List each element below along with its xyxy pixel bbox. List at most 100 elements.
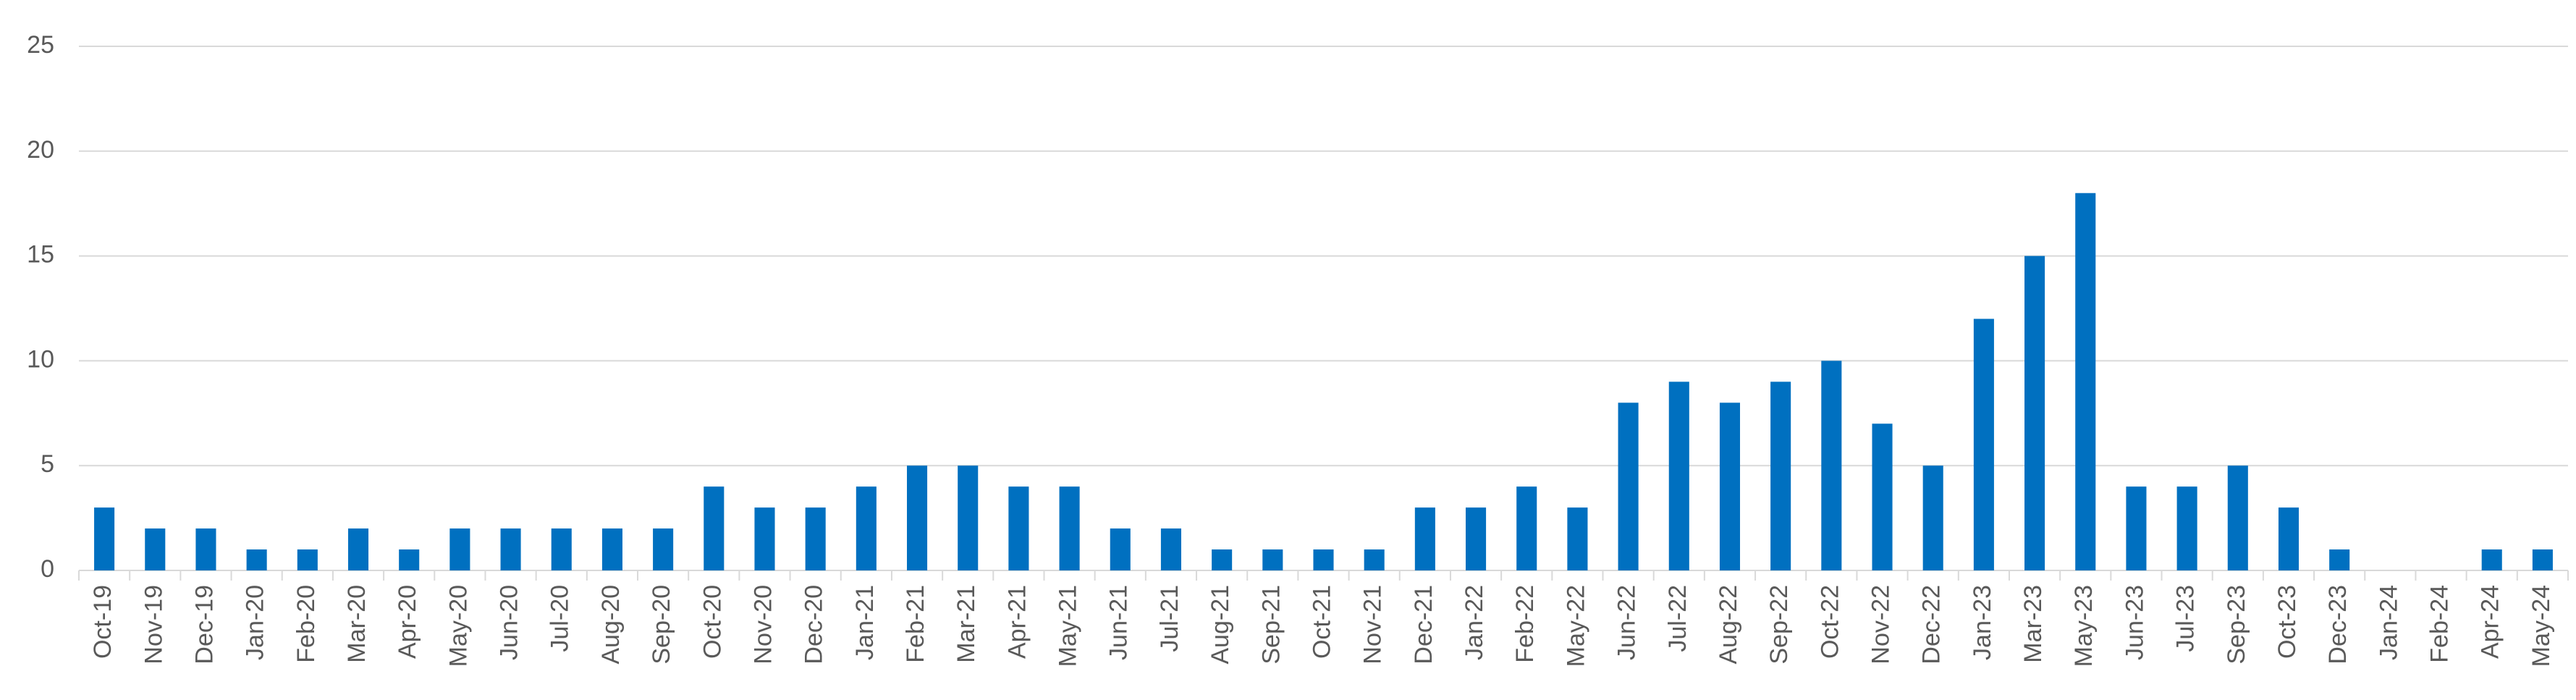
y-tick-label: 15 [27,241,54,269]
bar [2278,507,2300,570]
bar [958,465,979,570]
x-tick-label: Jul-22 [1664,585,1692,652]
bar [2176,486,2197,570]
y-tick-label: 5 [41,450,54,478]
bar [1414,507,1435,570]
bar [2227,465,2248,570]
bar [1262,549,1283,570]
x-tick-label: Oct-20 [698,585,726,659]
x-tick-label: Aug-21 [1207,585,1234,665]
bar [805,507,826,570]
bar [1466,507,1487,570]
x-tick-label: May-21 [1055,585,1082,667]
x-tick-label: Nov-21 [1359,585,1387,665]
bar [1008,486,1029,570]
bar [551,528,572,570]
x-tick-label: Sep-20 [648,585,675,665]
x-tick-label: Jan-20 [242,585,269,660]
x-tick-label: Jan-24 [2375,585,2402,660]
x-tick-label: Jul-21 [1156,585,1183,652]
bar [94,507,115,570]
bar [500,528,521,570]
x-tick-label: Jun-23 [2121,585,2148,660]
bar [2126,486,2147,570]
x-tick-label: Feb-20 [292,585,320,663]
x-tick-label: Feb-22 [1511,585,1539,663]
x-tick-label: Nov-20 [749,585,777,665]
bar [1110,528,1131,570]
bar [1973,319,1994,570]
bar [347,528,369,570]
bar [2329,549,2350,570]
x-tick-label: Mar-21 [953,585,980,663]
y-tick-label: 20 [27,136,54,164]
bar [1922,465,1943,570]
x-tick-label: Aug-20 [597,585,625,665]
x-tick-label: Dec-23 [2324,585,2352,665]
bar [1567,507,1588,570]
bar [1668,381,1689,570]
x-tick-label: Oct-23 [2273,585,2301,659]
bar [1719,402,1741,570]
bar [1160,528,1181,570]
bar [449,528,470,570]
x-tick-label: Apr-24 [2477,585,2504,659]
bar [1364,549,1385,570]
x-tick-label: Feb-21 [902,585,929,663]
bar [1770,381,1791,570]
bar [601,528,622,570]
x-tick-label: Jan-23 [1969,585,1996,660]
bar [1212,549,1233,570]
bar [704,486,725,570]
bar [2024,256,2045,570]
bar [1516,486,1537,570]
bar [754,507,775,570]
x-tick-label: May-22 [1562,585,1589,667]
bar [1872,423,1893,570]
x-tick-label: Aug-22 [1715,585,1742,665]
x-tick-label: Mar-23 [2019,585,2047,663]
x-tick-label: Dec-20 [801,585,828,665]
x-tick-label: Jan-22 [1461,585,1488,660]
x-tick-label: Nov-19 [140,585,167,665]
bar [1059,486,1080,570]
x-tick-label: Jun-20 [496,585,523,660]
bar [399,549,420,570]
y-tick-label: 25 [27,31,54,59]
x-tick-label: May-24 [2528,585,2555,667]
x-tick-label: Sep-23 [2223,585,2250,665]
x-tick-label: Apr-20 [394,585,421,659]
x-tick-label: Jul-20 [546,585,574,652]
bar [1618,402,1639,570]
y-tick-label: 10 [27,345,54,373]
x-tick-label: Dec-19 [190,585,218,665]
bar [2481,549,2502,570]
x-tick-label: Jan-21 [851,585,879,660]
x-tick-label: Jul-23 [2172,585,2200,652]
y-tick-label: 0 [41,555,54,583]
bar [906,465,928,570]
bar [195,528,216,570]
bar [856,486,877,570]
x-tick-label: Oct-21 [1308,585,1335,659]
bar [653,528,674,570]
x-tick-label: Jun-22 [1613,585,1641,660]
bar [2532,549,2553,570]
x-tick-label: Sep-22 [1765,585,1793,665]
bar [297,549,318,570]
x-tick-label: Apr-21 [1003,585,1031,659]
x-tick-label: Mar-20 [343,585,371,663]
x-tick-label: Sep-21 [1257,585,1285,665]
bar [1313,549,1334,570]
x-tick-label: Oct-19 [89,585,117,659]
x-tick-label: Dec-22 [1918,585,1946,665]
x-tick-label: Nov-22 [1867,585,1895,665]
x-tick-label: May-23 [2070,585,2098,667]
x-tick-label: Dec-21 [1410,585,1437,665]
x-tick-label: Jun-21 [1105,585,1133,660]
bar [145,528,166,570]
bar [2075,193,2096,571]
x-tick-label: Oct-22 [1816,585,1844,659]
